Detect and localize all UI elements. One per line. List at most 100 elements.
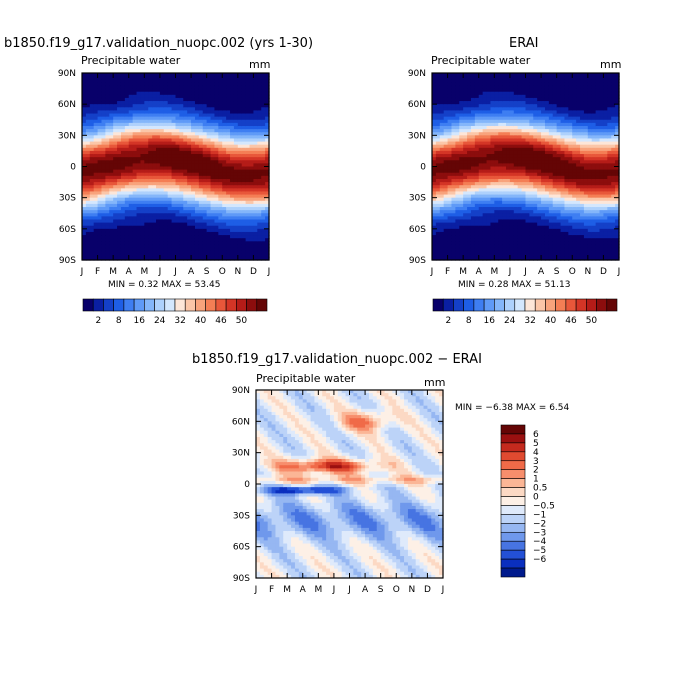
panel3-xtick-label: N <box>408 585 415 595</box>
panel2-xtick-label: S <box>554 267 560 277</box>
panel3-colorbar-label: −6 <box>533 555 547 565</box>
panel2-subtitle: Precipitable water <box>431 54 531 67</box>
panel3-xtick-label: D <box>424 585 431 595</box>
panel2-stats: MIN = 0.28 MAX = 51.13 <box>458 280 571 290</box>
panel2-colorbar-cell <box>545 298 556 312</box>
panel1-field <box>82 73 270 261</box>
panel2-field <box>432 73 620 261</box>
panel3-colorbar-cell <box>500 424 526 435</box>
panel3-colorbar-cell <box>500 442 526 453</box>
panel3-colorbar-cell <box>500 469 526 479</box>
panel3-colorbar-label: −3 <box>533 528 546 538</box>
panel1-colorbar-cell <box>133 298 145 312</box>
panel1-colorbar-cell <box>205 298 217 312</box>
panel3-stats: MIN = −6.38 MAX = 6.54 <box>455 403 570 413</box>
panel3-xtick-label: J <box>254 585 258 595</box>
panel2-ytick-label: 30N <box>408 131 426 141</box>
panel1-xtick-label: N <box>234 267 241 277</box>
panel2-colorbar-label: 2 <box>445 316 451 326</box>
panel2-ytick-label: 0 <box>420 163 426 173</box>
panel3-ytick-label: 60N <box>232 417 250 427</box>
panel1-colorbar-cell <box>215 298 227 312</box>
panel1-colorbar-cell <box>225 298 237 312</box>
panel1-colorbar-cell <box>174 298 186 312</box>
panel3-colorbar-cell <box>500 433 526 444</box>
panel3-colorbar-label: 2 <box>533 466 539 476</box>
panel1-title: b1850.f19_g17.validation_nuopc.002 (yrs … <box>4 36 314 51</box>
panel2-ytick-label: 90S <box>409 256 426 266</box>
panel1-colorbar-cell <box>195 298 206 312</box>
panel2-colorbar-cell <box>606 298 618 312</box>
panel1-xtick-label: O <box>219 267 226 277</box>
panel1-ytick-label: 0 <box>70 163 76 173</box>
panel2-ytick-label: 60S <box>409 225 426 235</box>
panel1-ytick-label: 30N <box>58 131 76 141</box>
panel3-ytick-label: 30S <box>233 511 250 521</box>
panel2-units: mm <box>600 58 622 71</box>
panel1-colorbar-cell <box>92 298 104 312</box>
panel1-xtick-label: F <box>95 267 100 277</box>
panel3-colorbar-label: −4 <box>533 537 547 547</box>
panel1-colorbar-label: 2 <box>95 316 101 326</box>
panel1-xtick-label: J <box>80 267 84 277</box>
panel2-colorbar-label: 40 <box>545 316 557 326</box>
panel2-colorbar-cell <box>514 298 526 312</box>
panel2-xtick-label: A <box>476 267 483 277</box>
panel2-xtick-label: J <box>430 267 434 277</box>
panel3-colorbar-cell <box>500 567 526 578</box>
panel1-xtick-label: M <box>140 267 148 277</box>
panel3-xtick-label: J <box>441 585 445 595</box>
panel1-colorbar-label: 24 <box>154 316 166 326</box>
panel2-colorbar-cell <box>575 298 587 312</box>
panel3-colorbar-cell <box>500 487 526 497</box>
panel3-colorbar-label: 0 <box>533 493 539 503</box>
panel3-colorbar-label: −5 <box>533 546 546 556</box>
panel1-colorbar-cell <box>184 298 196 312</box>
panel2-colorbar-cell <box>534 298 546 312</box>
panel3-colorbar-cell <box>500 478 526 488</box>
panel1-xtick-label: S <box>204 267 210 277</box>
panel2-xtick-label: M <box>459 267 467 277</box>
panel1-units: mm <box>249 58 271 71</box>
panel3-colorbar-cell <box>500 523 526 533</box>
panel3-colorbar-label: −0.5 <box>533 501 555 511</box>
panel2-colorbar-cell <box>453 298 464 312</box>
panel1-xtick-label: D <box>250 267 257 277</box>
panel1-ytick-label: 60N <box>58 100 76 110</box>
panel2-colorbar-cell <box>596 298 608 312</box>
panel3-xtick-label: A <box>362 585 369 595</box>
panel3-xtick-label: M <box>283 585 291 595</box>
panel1-colorbar-label: 16 <box>133 316 145 326</box>
panel2-colorbar-cell <box>524 298 536 312</box>
panel2-colorbar-cell <box>473 298 485 312</box>
panel2-xtick-label: A <box>538 267 545 277</box>
panel2-colorbar-cell <box>565 298 577 312</box>
panel3-colorbar-label: 3 <box>533 457 539 467</box>
panel3-ytick-label: 60S <box>233 543 250 553</box>
panel3-xtick-label: M <box>314 585 322 595</box>
panel3-colorbar-cell <box>500 514 526 524</box>
panel2-xtick-label: J <box>617 267 621 277</box>
panel1-colorbar-cell <box>103 298 114 312</box>
panel2-colorbar-label: 16 <box>483 316 495 326</box>
panel2-title: ERAI <box>509 36 539 51</box>
panel2-xtick-label: N <box>584 267 591 277</box>
panel3-colorbar-cell <box>500 496 526 506</box>
panel1-xtick-label: M <box>109 267 117 277</box>
panel3-xtick-label: J <box>347 585 351 595</box>
panel2-colorbar-label: 24 <box>504 316 516 326</box>
panel1-colorbar-label: 40 <box>195 316 207 326</box>
panel2-colorbar-cell <box>504 298 516 312</box>
panel1-xtick-label: A <box>188 267 195 277</box>
panel2-colorbar-label: 8 <box>466 316 472 326</box>
panel1-colorbar-label: 50 <box>236 316 248 326</box>
panel1-colorbar-cell <box>154 298 166 312</box>
panel1-colorbar-label: 8 <box>116 316 122 326</box>
panel1-colorbar-cell <box>123 298 135 312</box>
panel3-ytick-label: 90N <box>232 386 250 396</box>
panel2-xtick-label: J <box>523 267 527 277</box>
panel3-colorbar-cell <box>500 505 526 515</box>
panel2-colorbar-cell <box>494 298 505 312</box>
panel2-ytick-label: 60N <box>408 100 426 110</box>
